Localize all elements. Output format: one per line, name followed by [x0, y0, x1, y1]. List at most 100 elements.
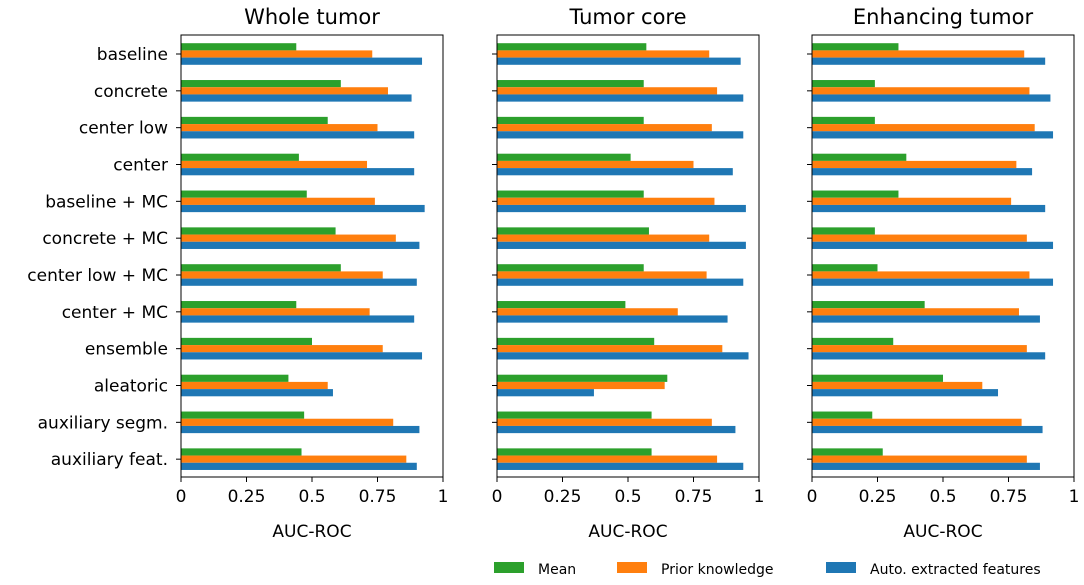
- bar-enhancing-tumor-center-mc-prior-knowledge: [812, 308, 1019, 316]
- bar-whole-tumor-center-low-mc-prior-knowledge: [181, 271, 383, 279]
- bar-whole-tumor-concrete-mean: [181, 80, 341, 88]
- bar-whole-tumor-aleatoric-auto-extracted-features: [181, 389, 333, 397]
- bar-tumor-core-concrete-mc-mean: [497, 227, 649, 235]
- bar-enhancing-tumor-center-auto-extracted-features: [812, 168, 1033, 176]
- bar-whole-tumor-center-auto-extracted-features: [181, 168, 415, 176]
- bar-tumor-core-center-low-mc-mean: [497, 264, 644, 272]
- bar-whole-tumor-baseline-auto-extracted-features: [181, 57, 423, 65]
- bar-tumor-core-concrete-mc-prior-knowledge: [497, 234, 710, 242]
- bar-enhancing-tumor-auxiliary-segm-auto-extracted-features: [812, 425, 1043, 434]
- ytick-label-aleatoric: aleatoric: [94, 377, 168, 397]
- ytick-label-center-mc: center + MC: [62, 303, 168, 323]
- bar-tumor-core-aleatoric-mean: [497, 374, 668, 382]
- bar-whole-tumor-center-mc-mean: [181, 301, 297, 309]
- bar-enhancing-tumor-aleatoric-mean: [812, 374, 943, 382]
- ytick-label-concrete-mc: concrete + MC: [42, 229, 168, 249]
- bar-whole-tumor-concrete-mc-prior-knowledge: [181, 234, 396, 242]
- xtick-label-enhancing-tumor-2: 0.5: [929, 487, 956, 507]
- bar-enhancing-tumor-baseline-mc-mean: [812, 190, 899, 198]
- bar-tumor-core-baseline-mc-mean: [497, 190, 644, 198]
- bar-enhancing-tumor-ensemble-mean: [812, 337, 894, 346]
- bar-whole-tumor-center-low-prior-knowledge: [181, 124, 378, 132]
- bar-tumor-core-baseline-mc-auto-extracted-features: [497, 204, 746, 213]
- panel-tumor-core: 0 0.25 0.5 0.75 1 Tumor core AUC-ROC: [492, 5, 765, 542]
- bar-whole-tumor-ensemble-prior-knowledge: [181, 345, 383, 353]
- bar-enhancing-tumor-center-low-auto-extracted-features: [812, 131, 1054, 139]
- bar-whole-tumor-auxiliary-segm-auto-extracted-features: [181, 425, 420, 434]
- bar-whole-tumor-aleatoric-mean: [181, 374, 289, 382]
- xtick-label-tumor-core-4: 1: [754, 487, 765, 507]
- bar-enhancing-tumor-center-prior-knowledge: [812, 160, 1017, 169]
- bar-tumor-core-baseline-mc-prior-knowledge: [497, 197, 715, 205]
- ytick-label-auxiliary-feat: auxiliary feat.: [51, 450, 168, 470]
- bar-enhancing-tumor-auxiliary-feat-mean: [812, 448, 883, 456]
- bar-enhancing-tumor-auxiliary-feat-prior-knowledge: [812, 455, 1027, 463]
- ytick-label-ensemble: ensemble: [85, 340, 168, 360]
- bar-enhancing-tumor-baseline-mc-prior-knowledge: [812, 197, 1012, 205]
- bar-tumor-core-center-mc-auto-extracted-features: [497, 315, 728, 323]
- bar-enhancing-tumor-baseline-prior-knowledge: [812, 50, 1025, 58]
- xtick-label-enhancing-tumor-1: 0.25: [859, 487, 897, 507]
- bar-enhancing-tumor-auxiliary-feat-auto-extracted-features: [812, 462, 1040, 470]
- legend-swatch-prior-knowledge: [617, 562, 647, 573]
- xtick-label-whole-tumor-1: 0.25: [228, 487, 266, 507]
- bar-tumor-core-center-low-mc-auto-extracted-features: [497, 278, 744, 286]
- legend: Mean Prior knowledge Auto. extracted featu…: [494, 562, 1041, 578]
- xlabel-tumor-core: AUC-ROC: [588, 522, 667, 542]
- ytick-label-auxiliary-segm: auxiliary segm.: [38, 413, 168, 433]
- legend-label-auto-extracted-features: Auto. extracted features: [870, 562, 1041, 578]
- bar-whole-tumor-concrete-prior-knowledge: [181, 87, 388, 95]
- xtick-label-enhancing-tumor-0: 0: [807, 487, 818, 507]
- legend-label-mean: Mean: [538, 562, 576, 578]
- bar-enhancing-tumor-ensemble-prior-knowledge: [812, 345, 1027, 353]
- bar-whole-tumor-center-low-mean: [181, 116, 328, 125]
- bar-tumor-core-center-low-mean: [497, 116, 644, 125]
- bar-enhancing-tumor-center-mean: [812, 153, 907, 161]
- bar-enhancing-tumor-aleatoric-prior-knowledge: [812, 381, 983, 390]
- bar-enhancing-tumor-concrete-auto-extracted-features: [812, 94, 1051, 102]
- bar-whole-tumor-concrete-auto-extracted-features: [181, 94, 412, 102]
- xtick-label-tumor-core-3: 0.75: [675, 487, 713, 507]
- xtick-label-enhancing-tumor-3: 0.75: [990, 487, 1028, 507]
- bar-tumor-core-center-low-prior-knowledge: [497, 124, 712, 132]
- bar-whole-tumor-concrete-mc-auto-extracted-features: [181, 241, 420, 249]
- bar-whole-tumor-center-prior-knowledge: [181, 160, 368, 169]
- bar-whole-tumor-ensemble-mean: [181, 337, 312, 346]
- xtick-label-tumor-core-0: 0: [492, 487, 503, 507]
- bar-tumor-core-baseline-prior-knowledge: [497, 50, 710, 58]
- bar-tumor-core-auxiliary-feat-auto-extracted-features: [497, 462, 744, 470]
- bar-enhancing-tumor-center-low-mc-prior-knowledge: [812, 271, 1030, 279]
- panel-title-enhancing-tumor: Enhancing tumor: [853, 5, 1034, 29]
- xtick-label-enhancing-tumor-4: 1: [1069, 487, 1080, 507]
- bar-enhancing-tumor-ensemble-auto-extracted-features: [812, 352, 1046, 360]
- xtick-label-tumor-core-1: 0.25: [544, 487, 582, 507]
- bar-enhancing-tumor-concrete-mc-mean: [812, 227, 875, 235]
- bar-whole-tumor-concrete-mc-mean: [181, 227, 336, 235]
- bar-tumor-core-ensemble-mean: [497, 337, 655, 346]
- bar-enhancing-tumor-auxiliary-segm-prior-knowledge: [812, 418, 1022, 426]
- panel-title-whole-tumor: Whole tumor: [244, 5, 380, 29]
- bar-tumor-core-ensemble-prior-knowledge: [497, 345, 723, 353]
- xlabel-whole-tumor: AUC-ROC: [272, 522, 351, 542]
- bar-tumor-core-auxiliary-feat-mean: [497, 448, 652, 456]
- bar-tumor-core-aleatoric-auto-extracted-features: [497, 389, 594, 397]
- ytick-label-center: center: [113, 156, 168, 176]
- bar-tumor-core-center-prior-knowledge: [497, 160, 694, 169]
- legend-label-prior-knowledge: Prior knowledge: [661, 562, 774, 578]
- bar-enhancing-tumor-center-mc-mean: [812, 301, 925, 309]
- bar-whole-tumor-center-mean: [181, 153, 299, 161]
- bar-enhancing-tumor-concrete-mc-auto-extracted-features: [812, 241, 1054, 249]
- ytick-label-concrete: concrete: [94, 82, 168, 102]
- bar-tumor-core-center-low-auto-extracted-features: [497, 131, 744, 139]
- bar-enhancing-tumor-auxiliary-segm-mean: [812, 411, 873, 419]
- bar-tumor-core-center-low-mc-prior-knowledge: [497, 271, 707, 279]
- bar-enhancing-tumor-center-low-mc-mean: [812, 264, 878, 272]
- legend-swatch-auto-extracted-features: [826, 562, 856, 573]
- bar-tumor-core-auxiliary-segm-prior-knowledge: [497, 418, 712, 426]
- ytick-label-baseline-mc: baseline + MC: [45, 192, 168, 212]
- bar-enhancing-tumor-center-low-prior-knowledge: [812, 124, 1035, 132]
- bar-enhancing-tumor-concrete-prior-knowledge: [812, 87, 1030, 95]
- bar-enhancing-tumor-aleatoric-auto-extracted-features: [812, 389, 999, 397]
